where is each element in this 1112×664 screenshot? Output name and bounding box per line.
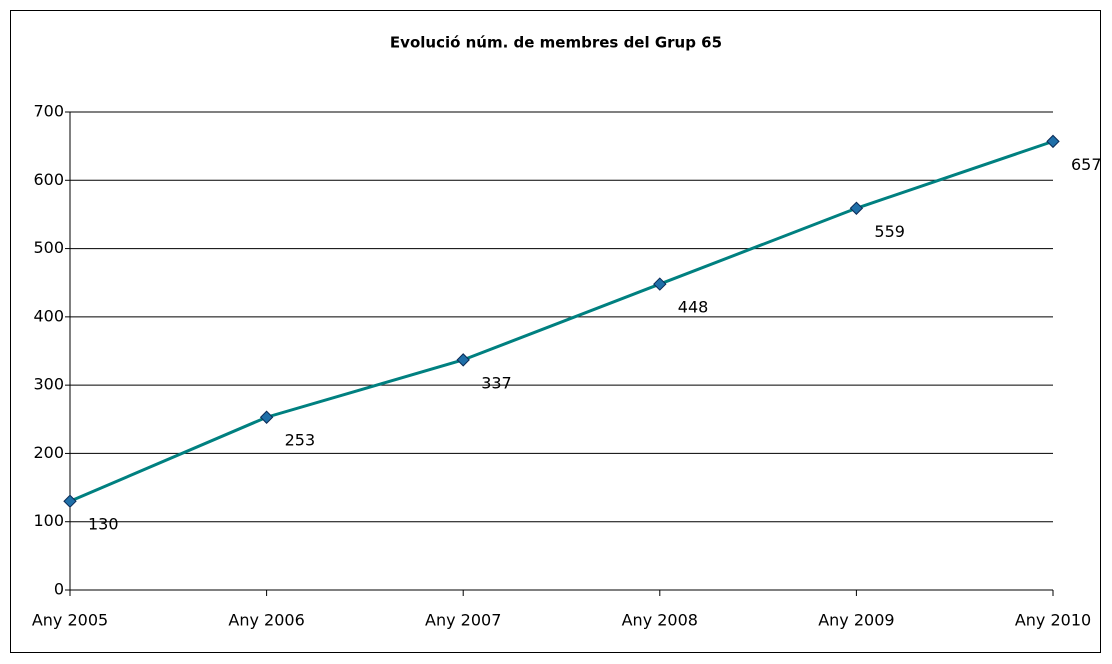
y-tick-label: 700 — [33, 102, 64, 121]
marker — [456, 353, 470, 367]
series-line — [69, 139, 1054, 503]
marker — [1046, 134, 1060, 149]
data-label: 253 — [285, 431, 316, 450]
y-tick-label: 400 — [33, 306, 64, 325]
chart-title: Evolució núm. de membres del Grup 65 — [390, 34, 722, 52]
x-tick-label: Any 2005 — [32, 611, 108, 630]
y-tick-label: 500 — [33, 238, 64, 257]
data-label: 448 — [678, 298, 709, 317]
marker — [259, 410, 274, 424]
y-tick-label: 200 — [33, 443, 64, 462]
chart-border — [10, 10, 1101, 653]
y-tick-label: 600 — [33, 170, 64, 189]
x-tick-label: Any 2008 — [622, 611, 698, 630]
marker — [63, 494, 77, 508]
data-label: 559 — [874, 222, 905, 241]
marker — [653, 277, 667, 291]
y-tick-label: 300 — [33, 375, 64, 394]
x-tick-label: Any 2006 — [228, 611, 304, 630]
data-label: 337 — [481, 373, 512, 392]
x-tick-label: Any 2007 — [425, 611, 501, 630]
y-tick-label: 100 — [33, 511, 64, 530]
x-tick-label: Any 2009 — [818, 611, 894, 630]
data-label: 130 — [88, 515, 119, 534]
y-tick-label: 0 — [54, 580, 64, 599]
marker — [849, 201, 864, 215]
data-label: 657 — [1071, 155, 1102, 174]
x-tick-label: Any 2010 — [1015, 611, 1091, 630]
